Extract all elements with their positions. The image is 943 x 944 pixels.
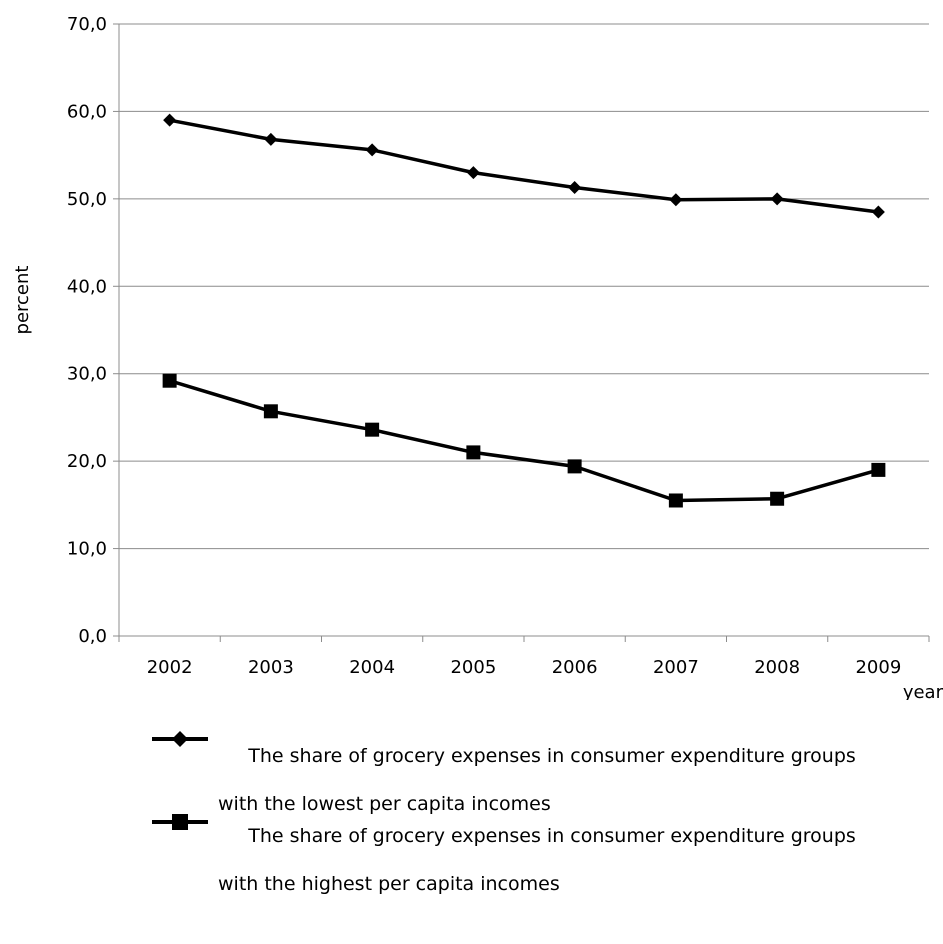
data-markers <box>162 113 886 508</box>
x-tick-label: 2002 <box>147 657 193 678</box>
x-tick-label: 2005 <box>450 657 496 678</box>
data-point-diamond <box>466 166 480 180</box>
data-point-square <box>466 445 481 460</box>
series-line-1 <box>169 118 879 214</box>
data-point-square <box>567 459 582 474</box>
y-tick-label: 60,0 <box>67 101 107 122</box>
legend-label: The share of grocery expenses in consume… <box>212 720 856 864</box>
x-tick-label: 2007 <box>653 657 699 678</box>
data-point-square <box>162 373 177 388</box>
legend-label-line2: with the highest per capita incomes <box>218 873 560 895</box>
x-tick-label: 2004 <box>349 657 395 678</box>
x-tick-label: 2008 <box>754 657 800 678</box>
y-tick-label: 30,0 <box>67 364 107 385</box>
x-tick-label: 2009 <box>855 657 901 678</box>
legend-label-line2: with the lowest per capita incomes <box>218 793 551 815</box>
data-point-square <box>770 491 785 506</box>
data-point-square <box>365 422 380 437</box>
gridlines <box>119 23 929 550</box>
y-tick-label: 0,0 <box>78 626 107 647</box>
axes <box>113 23 930 642</box>
data-point-diamond <box>568 180 582 194</box>
legend-label-line1: The share of grocery expenses in consume… <box>248 825 856 847</box>
line-chart: 0,0 10,0 20,0 30,0 40,0 50,0 60,0 70,0 2002 2003… <box>12 14 943 700</box>
data-point-square <box>263 404 278 419</box>
data-point-diamond <box>264 132 278 146</box>
legend-label: The share of grocery expenses in consume… <box>212 800 856 944</box>
y-axis-title: percent <box>12 266 33 335</box>
data-point-diamond <box>770 192 784 206</box>
diamond-marker-icon <box>152 731 208 747</box>
legend-label-line1: The share of grocery expenses in consume… <box>248 745 856 767</box>
data-point-diamond <box>163 113 177 127</box>
y-tick-label: 70,0 <box>67 14 107 35</box>
y-tick-labels: 0,0 10,0 20,0 30,0 40,0 50,0 60,0 70,0 <box>67 14 107 647</box>
data-point-diamond <box>871 205 885 219</box>
y-tick-label: 50,0 <box>67 189 107 210</box>
data-point-square <box>668 493 683 508</box>
data-point-diamond <box>669 193 683 207</box>
y-tick-label: 40,0 <box>67 276 107 297</box>
y-tick-label: 20,0 <box>67 451 107 472</box>
x-tick-label: 2003 <box>248 657 294 678</box>
x-tick-labels: 2002 2003 2004 2005 2006 2007 2008 2009 <box>147 657 902 678</box>
data-point-square <box>871 462 886 477</box>
square-marker-icon <box>152 814 208 830</box>
x-axis-title: year <box>903 682 943 700</box>
x-tick-label: 2006 <box>552 657 598 678</box>
series-line-2 <box>169 379 879 503</box>
data-point-diamond <box>365 143 379 157</box>
y-tick-label: 10,0 <box>67 539 107 560</box>
series-lines <box>169 118 879 503</box>
